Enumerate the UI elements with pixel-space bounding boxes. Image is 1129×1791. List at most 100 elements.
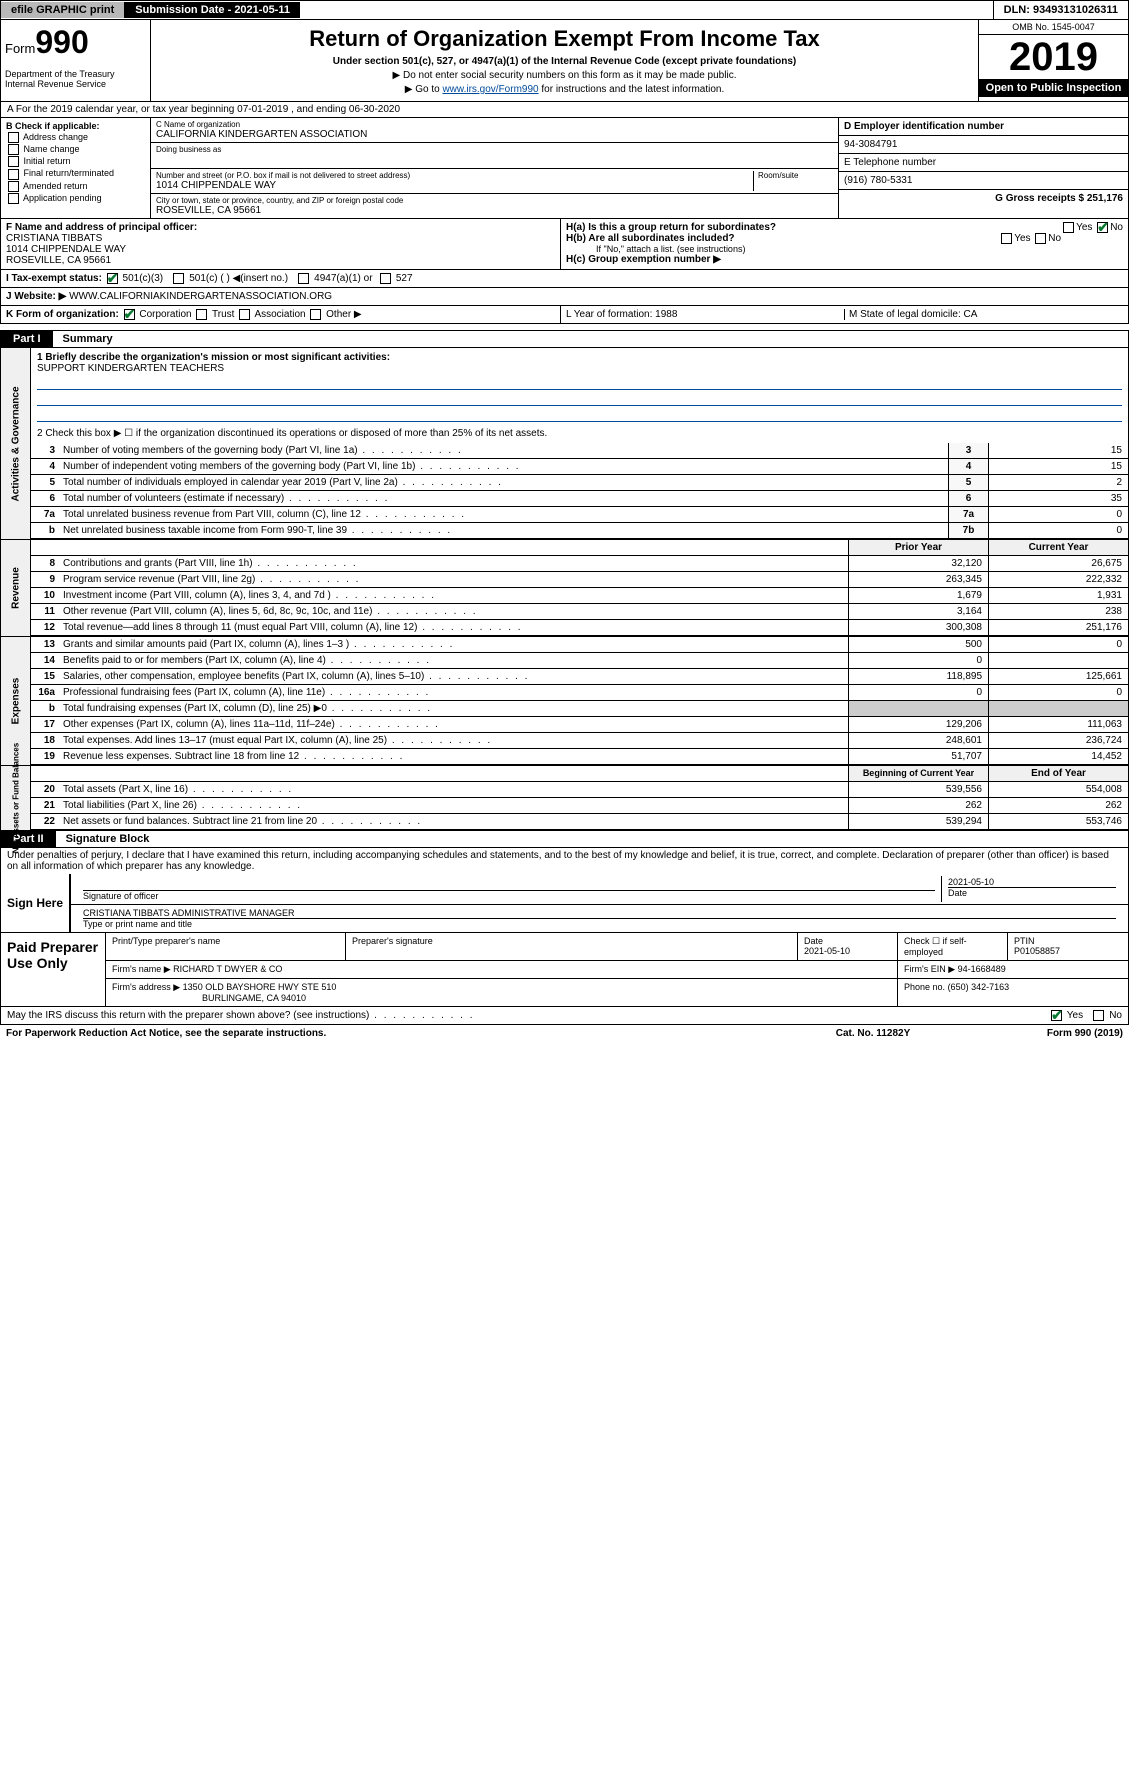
hb-note: If "No," attach a list. (see instruction… (566, 244, 1123, 254)
col-c-org: C Name of organization CALIFORNIA KINDER… (151, 118, 838, 218)
dln-label: DLN: 93493131026311 (994, 2, 1128, 18)
f-h-block: F Name and address of principal officer:… (0, 219, 1129, 270)
d-ein-label: D Employer identification number (839, 118, 1128, 136)
dba-label: Doing business as (156, 145, 833, 154)
cb-other[interactable] (310, 309, 321, 320)
prep-phone: (650) 342-7163 (948, 982, 1010, 992)
sign-here-label: Sign Here (1, 874, 71, 932)
table-row: 22Net assets or fund balances. Subtract … (31, 814, 1128, 830)
row-prior: 539,294 (848, 814, 988, 829)
cb-name-change[interactable] (8, 144, 19, 155)
lbl-trust: Trust (212, 309, 234, 320)
f-addr1: 1014 CHIPPENDALE WAY (6, 244, 555, 255)
lbl-assoc: Association (254, 309, 305, 320)
sig-date-label: Date (948, 888, 1116, 898)
cb-amended[interactable] (8, 181, 19, 192)
prep-ptin-val: P01058857 (1014, 946, 1060, 956)
cb-501c3[interactable] (107, 273, 118, 284)
cb-527[interactable] (380, 273, 391, 284)
prep-firm: RICHARD T DWYER & CO (173, 964, 282, 974)
discuss-yes[interactable] (1051, 1010, 1062, 1021)
table-row: 3Number of voting members of the governi… (31, 443, 1128, 459)
ha-no[interactable] (1097, 222, 1108, 233)
cb-4947[interactable] (298, 273, 309, 284)
part1-tab: Part I (1, 331, 53, 347)
table-row: 6Total number of volunteers (estimate if… (31, 491, 1128, 507)
table-row: 14Benefits paid to or for members (Part … (31, 653, 1128, 669)
row-ref: 7b (948, 523, 988, 538)
prep-ein: 94-1668489 (958, 964, 1006, 974)
form-header: Form990 Department of the Treasury Inter… (0, 20, 1129, 102)
d-ein-value: 94-3084791 (839, 136, 1128, 154)
row-prior (848, 701, 988, 716)
ha-yes[interactable] (1063, 222, 1074, 233)
part1-title: Summary (53, 331, 123, 347)
lbl-501c3: 501(c)(3) (123, 273, 164, 284)
row-text: Total assets (Part X, line 16) (59, 782, 848, 797)
irs-link[interactable]: www.irs.gov/Form990 (442, 84, 538, 95)
form-note2: ▶ Go to www.irs.gov/Form990 for instruct… (157, 84, 972, 95)
city-label: City or town, state or province, country… (156, 196, 833, 205)
row-val: 35 (988, 491, 1128, 506)
table-row: 8Contributions and grants (Part VIII, li… (31, 556, 1128, 572)
row-num: 6 (31, 491, 59, 506)
submission-date-label: Submission Date - 2021-05-11 (125, 2, 300, 18)
f-officer: F Name and address of principal officer:… (1, 219, 561, 269)
discuss-no[interactable] (1093, 1010, 1104, 1021)
omb-label: OMB No. 1545-0047 (979, 20, 1128, 35)
row-text: Total number of volunteers (estimate if … (59, 491, 948, 506)
cb-final-return[interactable] (8, 169, 19, 180)
cb-corp[interactable] (124, 309, 135, 320)
toolbar-spacer (300, 1, 994, 19)
h-block: H(a) Is this a group return for subordin… (561, 219, 1128, 269)
cb-app-pending[interactable] (8, 193, 19, 204)
row-prior: 539,556 (848, 782, 988, 797)
cb-501c[interactable] (173, 273, 184, 284)
table-row: 18Total expenses. Add lines 13–17 (must … (31, 733, 1128, 749)
row-curr: 554,008 (988, 782, 1128, 797)
row-num: 22 (31, 814, 59, 829)
room-label: Room/suite (758, 171, 833, 180)
row-i: I Tax-exempt status: 501(c)(3) 501(c) ( … (0, 270, 1129, 288)
discuss-text: May the IRS discuss this return with the… (7, 1010, 475, 1021)
blank (59, 540, 848, 555)
efile-print-button[interactable]: efile GRAPHIC print (1, 2, 125, 18)
row-val: 2 (988, 475, 1128, 490)
sig-officer-label: Signature of officer (83, 891, 935, 901)
hb-no[interactable] (1035, 233, 1046, 244)
cb-address-change[interactable] (8, 132, 19, 143)
row-num: 19 (31, 749, 59, 764)
net-assets-section: Net Assets or Fund Balances Beginning of… (0, 766, 1129, 831)
lbl-corp: Corporation (139, 309, 191, 320)
j-label: J Website: ▶ (6, 291, 66, 302)
row-prior: 129,206 (848, 717, 988, 732)
row-text: Grants and similar amounts paid (Part IX… (59, 637, 848, 652)
prep-selfemp: Check ☐ if self-employed (898, 933, 1008, 960)
row-num: 12 (31, 620, 59, 635)
vtab-na: Net Assets or Fund Balances (1, 766, 31, 830)
hb-yes[interactable] (1001, 233, 1012, 244)
form-title: Return of Organization Exempt From Incom… (157, 26, 972, 52)
blank (31, 540, 59, 555)
row-curr: 111,063 (988, 717, 1128, 732)
mission-line (37, 408, 1122, 422)
i-label: I Tax-exempt status: (6, 273, 102, 284)
cb-assoc[interactable] (239, 309, 250, 320)
row-num: 15 (31, 669, 59, 684)
row-text: Net assets or fund balances. Subtract li… (59, 814, 848, 829)
row-prior: 1,679 (848, 588, 988, 603)
table-row: 13Grants and similar amounts paid (Part … (31, 637, 1128, 653)
k-label: K Form of organization: (6, 309, 119, 320)
e-phone-value: (916) 780-5331 (839, 172, 1128, 190)
table-row: 19Revenue less expenses. Subtract line 1… (31, 749, 1128, 765)
table-row: 7aTotal unrelated business revenue from … (31, 507, 1128, 523)
hdr-end: End of Year (988, 766, 1128, 781)
prep-ptin-hdr: PTIN (1014, 936, 1035, 946)
rev-header-row: Prior Year Current Year (31, 540, 1128, 556)
row-curr: 26,675 (988, 556, 1128, 571)
cb-trust[interactable] (196, 309, 207, 320)
sign-here-block: Sign Here Signature of officer 2021-05-1… (0, 874, 1129, 933)
row-text: Other revenue (Part VIII, column (A), li… (59, 604, 848, 619)
row-curr: 553,746 (988, 814, 1128, 829)
cb-initial-return[interactable] (8, 156, 19, 167)
